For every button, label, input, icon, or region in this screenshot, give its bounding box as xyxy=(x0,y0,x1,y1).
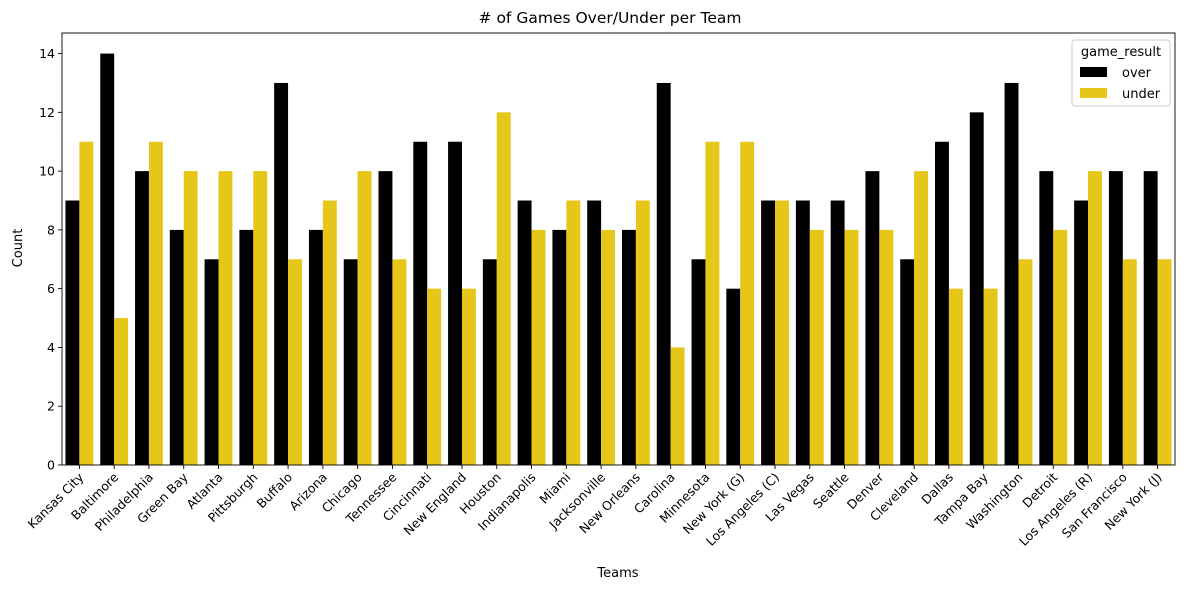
x-tick-label: Seattle xyxy=(810,469,852,511)
chart-title: # of Games Over/Under per Team xyxy=(479,9,742,27)
y-tick-label: 8 xyxy=(47,222,55,237)
bar-under-san-francisco xyxy=(1122,259,1137,465)
bar-over-chicago xyxy=(343,259,358,465)
bar-over-cleveland xyxy=(900,259,915,465)
bar-over-arizona xyxy=(308,229,323,465)
bar-over-san-francisco xyxy=(1108,171,1123,466)
bar-over-dallas xyxy=(935,141,949,466)
y-tick-label: 4 xyxy=(47,340,55,355)
bar-under-philadelphia xyxy=(148,141,163,466)
bar-over-minnesota xyxy=(691,259,706,465)
y-axis-label: Count xyxy=(11,229,26,268)
axes-frame xyxy=(61,32,1176,466)
bar-under-kansas-city xyxy=(79,141,94,466)
bar-under-pittsburgh xyxy=(253,171,268,466)
bar-over-los-angeles-c- xyxy=(761,200,776,466)
bar-under-arizona xyxy=(322,200,337,466)
bar-over-new-orleans xyxy=(621,229,636,465)
bar-over-atlanta xyxy=(204,259,219,465)
bar-under-seattle xyxy=(844,229,859,465)
bar-over-denver xyxy=(865,171,880,466)
y-tick-label: 10 xyxy=(39,164,55,179)
bar-under-minnesota xyxy=(705,141,720,466)
bar-under-new-orleans xyxy=(635,200,650,466)
bar-under-tennessee xyxy=(392,259,407,465)
bar-under-baltimore xyxy=(114,318,129,465)
bar-under-cleveland xyxy=(914,171,929,466)
bar-under-green-bay xyxy=(183,171,198,466)
bar-over-green-bay xyxy=(169,229,184,465)
bar-over-las-vegas xyxy=(795,200,810,466)
legend-swatch-over xyxy=(1080,67,1107,77)
bar-over-carolina xyxy=(656,82,671,466)
bar-under-los-angeles-r- xyxy=(1088,171,1102,466)
y-tick-label: 14 xyxy=(39,46,55,61)
bar-under-new-york-j- xyxy=(1157,259,1172,465)
bar-over-indianapolis xyxy=(517,200,532,466)
bar-under-buffalo xyxy=(288,259,302,465)
bar-under-cincinnati xyxy=(427,288,442,465)
bar-under-houston xyxy=(496,112,511,466)
bar-under-new-england xyxy=(461,288,476,465)
bar-under-washington xyxy=(1018,259,1033,465)
bar-over-new-england xyxy=(448,141,462,466)
bar-under-new-york-g- xyxy=(740,141,755,466)
bar-over-seattle xyxy=(830,200,845,466)
bar-under-miami xyxy=(566,200,581,466)
bar-over-cincinnati xyxy=(413,141,428,466)
bar-over-new-york-g- xyxy=(726,288,741,465)
bar-under-las-vegas xyxy=(809,229,824,465)
bar-under-jacksonville xyxy=(601,229,616,465)
bar-under-detroit xyxy=(1053,229,1068,465)
x-axis-label: Teams xyxy=(596,566,638,581)
bar-under-indianapolis xyxy=(531,229,546,465)
y-tick-label: 0 xyxy=(47,458,55,473)
bar-over-philadelphia xyxy=(135,171,149,466)
legend-title: game_result xyxy=(1081,45,1161,60)
bar-over-buffalo xyxy=(274,82,289,466)
bar-under-los-angeles-c- xyxy=(775,200,789,466)
legend-entry-over: over xyxy=(1122,66,1152,81)
y-tick-label: 12 xyxy=(39,105,55,120)
bar-under-tampa-bay xyxy=(983,288,998,465)
bar-over-detroit xyxy=(1039,171,1054,466)
bar-under-denver xyxy=(879,229,894,465)
bar-over-pittsburgh xyxy=(239,229,254,465)
bar-over-new-york-j- xyxy=(1143,171,1158,466)
bar-over-tampa-bay xyxy=(969,112,984,466)
bar-over-jacksonville xyxy=(587,200,602,466)
bar-over-washington xyxy=(1004,82,1019,466)
bar-under-atlanta xyxy=(218,171,233,466)
bar-over-tennessee xyxy=(378,171,393,466)
bar-over-kansas-city xyxy=(65,200,80,466)
legend-swatch-under xyxy=(1080,88,1107,98)
y-tick-label: 2 xyxy=(47,399,55,414)
bar-under-carolina xyxy=(670,347,685,465)
bar-over-baltimore xyxy=(100,53,115,465)
legend-entry-under: under xyxy=(1122,87,1161,102)
bar-over-los-angeles-r- xyxy=(1074,200,1089,466)
bar-over-houston xyxy=(482,259,497,465)
bar-under-chicago xyxy=(357,171,372,466)
bar-over-miami xyxy=(552,229,567,465)
bar-under-dallas xyxy=(948,288,963,465)
y-tick-label: 6 xyxy=(47,281,55,296)
